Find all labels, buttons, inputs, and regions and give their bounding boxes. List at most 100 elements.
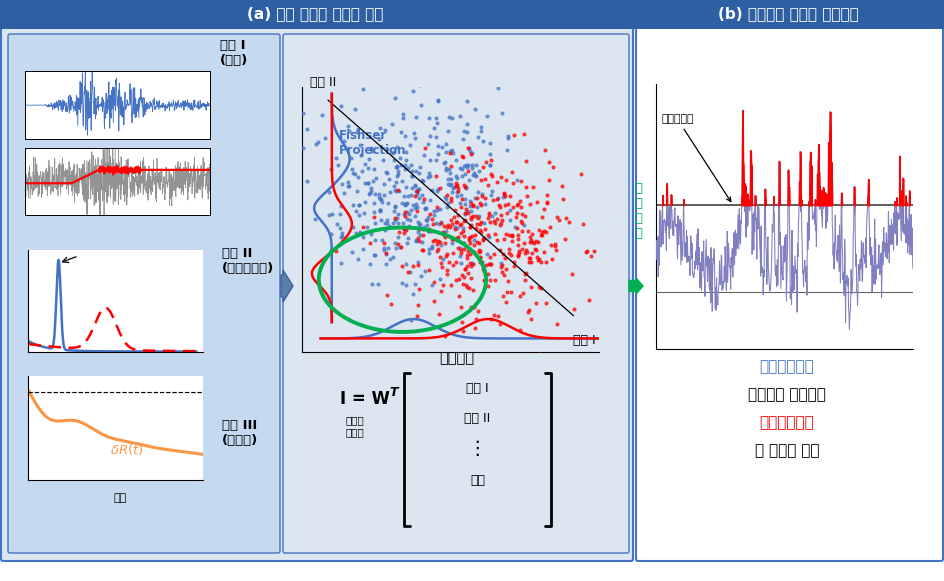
Point (441, 174, 456, 184)
Point (539, 228, 554, 237)
Point (481, 208, 497, 217)
Point (472, 247, 487, 256)
Point (381, 174, 396, 184)
Point (528, 236, 543, 245)
Point (363, 229, 379, 239)
Point (334, 229, 349, 238)
Point (346, 168, 361, 178)
Point (464, 261, 479, 270)
Point (500, 276, 515, 285)
Point (462, 143, 477, 152)
Point (494, 258, 509, 267)
Point (337, 136, 352, 145)
Point (452, 220, 467, 229)
Point (520, 192, 535, 201)
Point (445, 219, 460, 228)
Point (363, 186, 379, 195)
Point (505, 168, 520, 177)
Point (449, 181, 464, 190)
Point (395, 199, 410, 208)
Point (510, 175, 525, 185)
Point (408, 280, 423, 289)
Point (433, 286, 448, 296)
Point (487, 229, 502, 239)
Point (463, 202, 478, 211)
Point (484, 211, 499, 221)
Point (392, 227, 407, 236)
Point (404, 171, 419, 181)
Point (538, 257, 553, 267)
Point (324, 245, 339, 254)
Point (473, 254, 488, 263)
Point (445, 113, 460, 123)
Point (372, 207, 387, 216)
Point (432, 204, 447, 213)
Point (453, 249, 468, 258)
Point (398, 148, 413, 157)
Point (508, 222, 523, 231)
Point (528, 245, 543, 254)
Point (534, 228, 549, 237)
Point (470, 202, 485, 211)
Point (400, 191, 415, 200)
Point (345, 164, 360, 174)
Point (428, 132, 443, 141)
Point (425, 185, 440, 195)
Point (412, 80, 427, 89)
Point (480, 213, 496, 223)
Point (372, 135, 387, 144)
Point (474, 189, 489, 199)
Point (388, 244, 403, 253)
Point (454, 318, 469, 327)
FancyBboxPatch shape (636, 27, 943, 561)
Point (475, 264, 490, 274)
Point (439, 251, 454, 260)
Point (518, 268, 533, 278)
Point (467, 194, 482, 203)
Point (382, 187, 397, 196)
Point (337, 188, 352, 198)
Point (539, 190, 554, 199)
Point (480, 111, 495, 120)
Point (395, 261, 410, 270)
Point (394, 160, 409, 170)
Point (341, 121, 356, 131)
Point (429, 114, 444, 123)
Point (411, 260, 426, 270)
Point (456, 272, 471, 282)
Point (465, 211, 480, 220)
Point (494, 211, 509, 220)
Point (511, 199, 526, 208)
Point (406, 261, 421, 271)
Point (549, 213, 565, 222)
Point (323, 165, 338, 174)
Point (361, 178, 376, 188)
Point (566, 304, 582, 314)
Point (397, 200, 413, 209)
Point (491, 84, 506, 93)
Point (477, 266, 492, 275)
Point (449, 275, 464, 284)
Point (436, 280, 451, 289)
Point (380, 243, 396, 253)
Point (348, 228, 363, 238)
Point (517, 249, 532, 258)
Point (394, 127, 409, 137)
Point (465, 259, 480, 268)
Point (525, 248, 540, 257)
Point (377, 246, 392, 255)
Point (379, 168, 395, 178)
Point (490, 178, 505, 187)
Point (506, 203, 521, 212)
Point (481, 232, 497, 242)
Point (444, 174, 459, 184)
Point (442, 257, 457, 267)
Text: 구조해석결과: 구조해석결과 (760, 415, 815, 430)
Point (513, 196, 528, 206)
Text: 진동수: 진동수 (115, 319, 135, 329)
Point (480, 282, 496, 291)
Point (471, 211, 486, 221)
Point (473, 246, 488, 256)
Text: 특성 I: 특성 I (573, 333, 596, 347)
Point (428, 155, 443, 164)
